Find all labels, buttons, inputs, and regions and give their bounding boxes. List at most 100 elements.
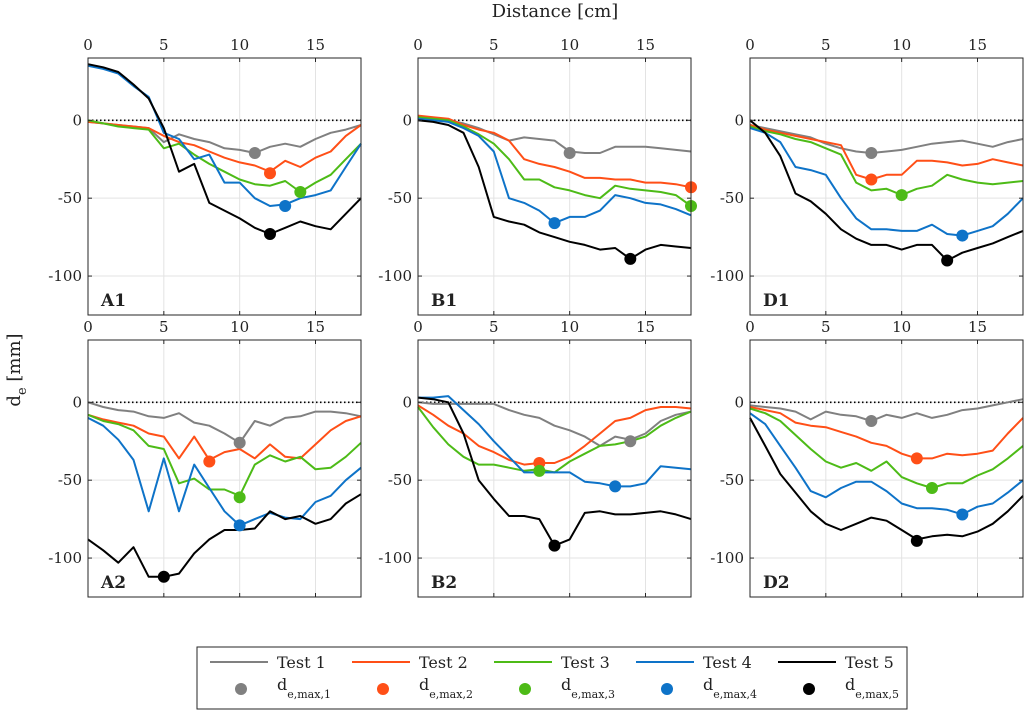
x-tick-label: 15 (636, 318, 655, 336)
x-tick-label: 15 (968, 318, 987, 336)
panel-D2: 0 5 10 15 0 -50 -100 D2 (710, 318, 1024, 598)
legend-marker-label: de,max,3 (561, 675, 615, 701)
max-point-test-1 (233, 436, 246, 449)
max-point-test-5 (548, 539, 561, 552)
series-line-test-1 (87, 401, 362, 444)
panel-B2: 0 5 10 15 0 -50 -100 B2 (378, 318, 692, 598)
panel-B1: 0 5 10 15 0 -50 -100 B1 (378, 36, 697, 316)
series-line-test-3 (749, 125, 1024, 197)
x-tick-label: 5 (489, 318, 499, 336)
series-line-test-1 (749, 398, 1024, 422)
x-tick-label: 0 (745, 318, 755, 336)
x-tick-label: 15 (306, 318, 325, 336)
legend-marker-sub: e,max,5 (855, 688, 899, 701)
max-point-test-3 (233, 491, 246, 504)
x-tick-label: 10 (230, 318, 249, 336)
series-line-test-5 (749, 119, 1024, 262)
legend-line-label: Test 3 (561, 653, 610, 672)
series-line-test-3 (87, 413, 362, 497)
series-line-test-4 (749, 412, 1024, 516)
panel-A1: 0 5 10 15 0 -50 -100 A1 (48, 36, 362, 316)
legend-marker-swatch (519, 683, 531, 695)
x-tick-label: 15 (636, 36, 655, 54)
legend-box (196, 646, 908, 710)
y-tick-label: 0 (734, 393, 744, 411)
x-tick-label: 0 (83, 318, 93, 336)
x-tick-label: 10 (560, 318, 579, 336)
max-point-test-5 (624, 252, 637, 265)
legend-line-label: Test 1 (277, 653, 326, 672)
x-tick-label: 15 (968, 36, 987, 54)
max-point-test-2 (910, 452, 923, 465)
legend-marker-swatch (803, 683, 815, 695)
series-line-test-4 (418, 395, 692, 488)
legend-marker-swatch (235, 683, 247, 695)
max-point-test-3 (294, 185, 307, 198)
legend-marker-label: de,max,1 (277, 675, 331, 701)
legend-marker-label: de,max,5 (845, 675, 899, 701)
max-point-test-2 (203, 455, 216, 468)
x-tick-label: 0 (413, 36, 423, 54)
y-axis-label-main: d (4, 395, 25, 407)
y-axis-label: de [mm] (4, 333, 30, 406)
legend-line-label: Test 2 (419, 653, 468, 672)
max-point-test-1 (865, 414, 878, 427)
y-tick-label: -100 (48, 267, 82, 285)
legend-marker-main: d (277, 675, 287, 694)
y-tick-label: 0 (72, 111, 82, 129)
x-tick-label: 10 (892, 318, 911, 336)
panel-frame (749, 339, 1024, 598)
panel-frame (87, 57, 362, 316)
series-line-test-5 (749, 417, 1024, 541)
series-line-test-2 (749, 406, 1024, 460)
legend-marker-label: de,max,4 (703, 675, 757, 701)
y-tick-label: -50 (720, 471, 744, 489)
max-point-test-4 (279, 199, 292, 212)
y-tick-label: -100 (710, 267, 744, 285)
max-point-test-5 (264, 228, 276, 241)
panel-label: B1 (431, 291, 457, 311)
series-line-test-2 (87, 413, 362, 461)
series-line-test-3 (417, 116, 692, 207)
panel-A2: 0 5 10 15 0 -50 -100 A2 (48, 318, 362, 598)
x-tick-label: 15 (306, 36, 325, 54)
series-line-test-2 (87, 120, 362, 173)
legend-marker-sub: e,max,2 (429, 688, 473, 701)
max-point-test-5 (941, 254, 954, 267)
y-tick-label: 0 (72, 393, 82, 411)
max-point-test-4 (956, 229, 969, 242)
panel-label: A2 (100, 573, 126, 593)
y-tick-label: -50 (388, 189, 412, 207)
x-tick-label: 5 (489, 36, 499, 54)
legend-marker-swatch (377, 683, 389, 695)
max-point-test-5 (157, 570, 170, 583)
legend-marker-main: d (845, 675, 855, 694)
legend-marker-main: d (419, 675, 429, 694)
legend-line-label: Test 4 (703, 653, 752, 672)
x-axis-label: Distance [cm] (492, 1, 619, 22)
y-axis-label-sub: e (15, 387, 30, 395)
series-line-test-1 (418, 119, 692, 154)
series-line-test-4 (749, 127, 1024, 237)
x-tick-label: 5 (821, 318, 831, 336)
x-tick-label: 0 (83, 36, 93, 54)
series-line-test-5 (87, 63, 362, 235)
panel-frame (87, 339, 362, 598)
y-tick-label: 0 (734, 111, 744, 129)
y-tick-label: -50 (58, 471, 82, 489)
legend-marker-label: de,max,2 (419, 675, 473, 701)
max-point-test-2 (264, 167, 276, 180)
y-tick-label: -50 (720, 189, 744, 207)
max-point-test-3 (926, 481, 938, 494)
series-line-test-5 (417, 119, 692, 260)
legend: Test 1 Test 2 Test 3 Test 4 Test 5de,max,1de… (196, 646, 908, 710)
y-tick-label: -100 (378, 549, 412, 567)
max-point-test-1 (624, 435, 637, 448)
series-line-test-4 (87, 417, 362, 527)
panel-label: B2 (431, 573, 457, 593)
max-point-test-4 (956, 508, 969, 521)
panel-frame (417, 339, 692, 598)
series-line-test-3 (749, 407, 1024, 489)
max-point-test-5 (910, 534, 923, 547)
